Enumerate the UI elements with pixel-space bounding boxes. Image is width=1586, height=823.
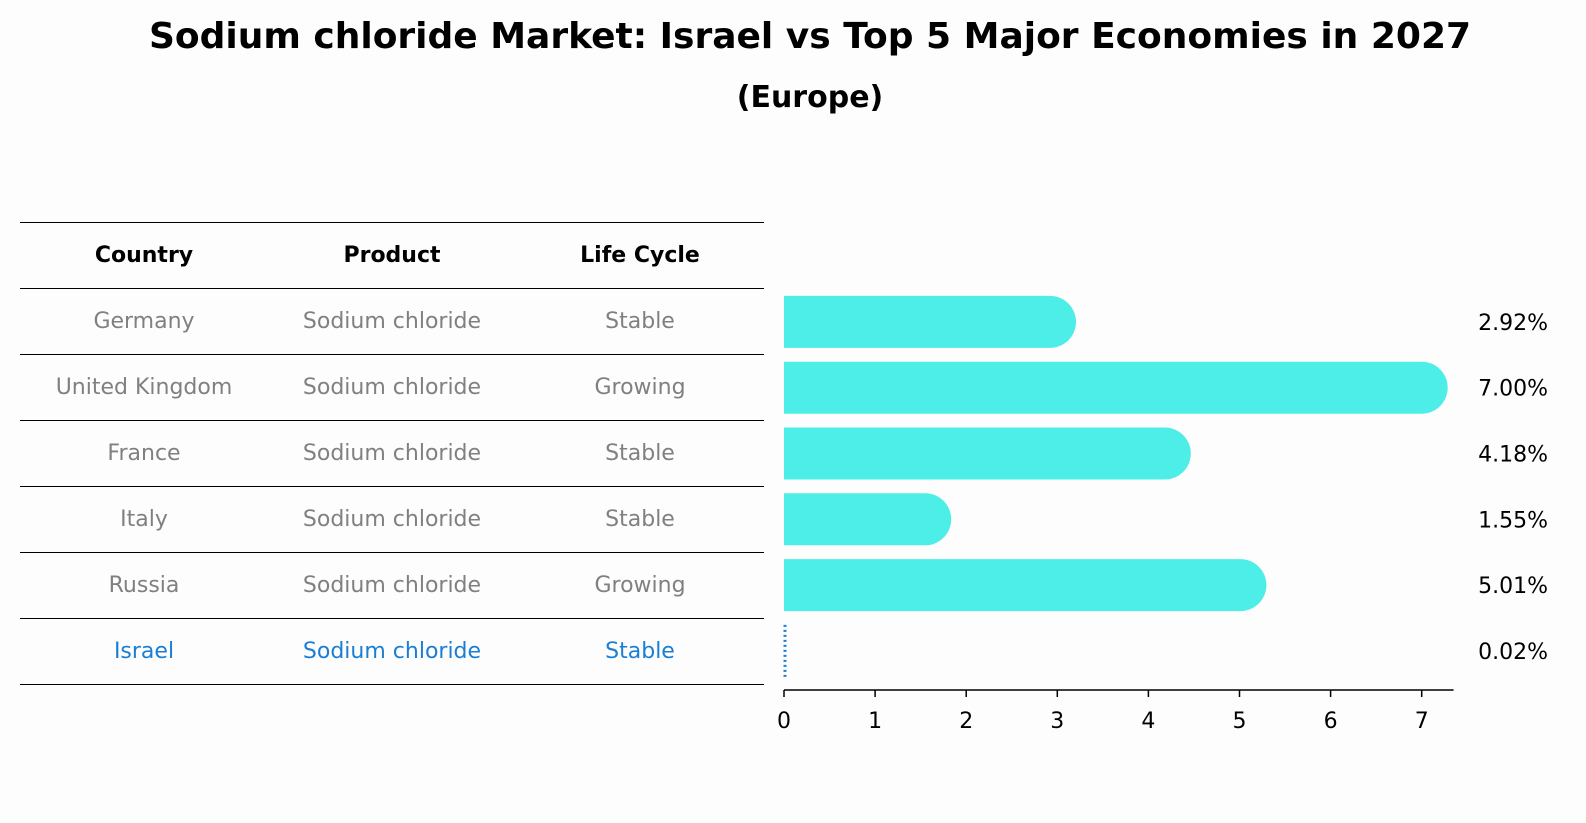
table-row: France Sodium chloride Stable	[20, 420, 764, 487]
x-tick-label: 0	[777, 709, 791, 734]
bar-value-label: 5.01%	[1478, 574, 1548, 599]
bar	[784, 493, 952, 546]
bar	[784, 427, 1191, 480]
cell-product: Sodium chloride	[268, 552, 516, 619]
cell-country: France	[20, 420, 268, 487]
cell-product: Sodium chloride	[268, 618, 516, 685]
x-tick-label: 2	[959, 709, 973, 734]
x-tick-label: 6	[1324, 709, 1338, 734]
bar	[784, 361, 1448, 414]
cell-country: Germany	[20, 288, 268, 355]
x-tick-label: 5	[1233, 709, 1247, 734]
cell-country: Italy	[20, 486, 268, 553]
table-row: United Kingdom Sodium chloride Growing	[20, 354, 764, 421]
cell-life-cycle: Stable	[516, 420, 764, 487]
bar	[784, 295, 1077, 348]
cell-life-cycle: Stable	[516, 288, 764, 355]
bar-value-label: 4.18%	[1478, 443, 1548, 468]
cell-life-cycle: Stable	[516, 618, 764, 685]
cell-product: Sodium chloride	[268, 354, 516, 421]
header-product: Product	[268, 222, 516, 289]
cell-country: Israel	[20, 618, 268, 685]
table-row: Italy Sodium chloride Stable	[20, 486, 764, 553]
chart-title: Sodium chloride Market: Israel vs Top 5 …	[148, 16, 1472, 57]
table-header-row: Country Product Life Cycle	[20, 222, 764, 289]
x-tick-label: 7	[1415, 709, 1429, 734]
cell-life-cycle: Growing	[516, 552, 764, 619]
x-tick-label: 4	[1141, 709, 1155, 734]
cell-country: United Kingdom	[20, 354, 268, 421]
bar-value-label: 2.92%	[1478, 311, 1548, 336]
table-row: Russia Sodium chloride Growing	[20, 552, 764, 619]
data-table: Country Product Life Cycle Germany Sodiu…	[20, 222, 764, 685]
cell-product: Sodium chloride	[268, 486, 516, 553]
cell-product: Sodium chloride	[268, 288, 516, 355]
table-row-highlight: Israel Sodium chloride Stable	[20, 618, 764, 685]
x-tick-label: 3	[1050, 709, 1064, 734]
chart-subtitle: (Europe)	[736, 80, 884, 115]
cell-life-cycle: Growing	[516, 354, 764, 421]
bar-value-label: 7.00%	[1478, 377, 1548, 402]
bar	[784, 559, 1267, 612]
bar-value-label: 0.02%	[1478, 640, 1548, 665]
cell-product: Sodium chloride	[268, 420, 516, 487]
cell-country: Russia	[20, 552, 268, 619]
x-tick-label: 1	[868, 709, 882, 734]
bar-value-label: 1.55%	[1478, 508, 1548, 533]
header-life-cycle: Life Cycle	[516, 222, 764, 289]
table-row: Germany Sodium chloride Stable	[20, 288, 764, 355]
header-country: Country	[20, 222, 268, 289]
cell-life-cycle: Stable	[516, 486, 764, 553]
